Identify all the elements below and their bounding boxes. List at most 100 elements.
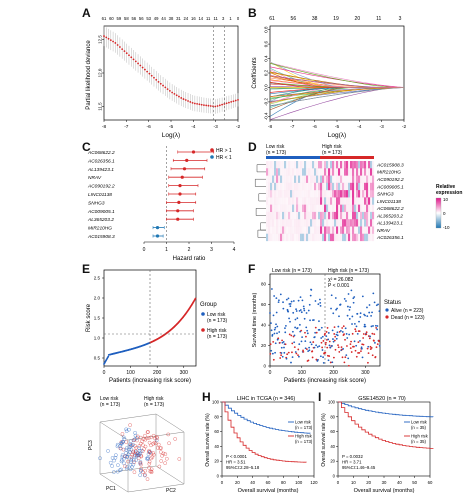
panel-f-patient-point [374,355,377,358]
panel-d-heatmap-cell [306,233,309,242]
panel-f-patient-point [336,307,338,310]
panel-d-heatmap-cell [296,219,299,227]
panel-a-ytick: 11.5 [98,102,103,111]
panel-a-point [125,52,128,55]
panel-e-xtick: 300 [180,370,189,376]
panel-i-legend-low: Low risk [411,420,428,425]
panel-d-heatmap-cell [298,219,301,227]
panel-f-patient-point [346,345,348,347]
panel-d-heatmap-cell [336,190,339,198]
panel-f-patient-point [350,351,353,353]
panel-d-heatmap-cell [352,233,355,242]
panel-h-ytick: 60 [214,429,219,434]
panel-d-heatmap-cell [346,226,349,234]
panel-f-patient-point [279,293,282,296]
panel-f-patient-point [303,317,306,320]
panel-d-heatmap-cell [316,190,319,198]
panel-d-heatmap-cell [276,182,279,191]
panel-d-heatmap-cell [370,190,373,198]
panel-label-g: G [82,390,92,404]
panel-d-heatmap-cell [306,168,309,176]
panel-f-patient-point [314,300,317,302]
panel-d-heatmap-cell [352,175,355,183]
panel-f-patient-point [297,299,300,302]
panel-d-heatmap-cell [312,226,315,234]
panel-c-hr-point [182,167,187,171]
panel-h-low-risk-curve [222,401,311,434]
panel-f-patient-point [366,306,368,309]
panel-g-sample-point [129,443,133,447]
panel-h-high-risk-curve [222,401,307,463]
panel-c-gene-label: MIR210HG [88,226,112,232]
panel-d-heatmap-cell [312,197,315,205]
panel-d-heatmap-cell [318,197,321,205]
panel-a-ytick: 12.5 [98,35,103,44]
panel-d-heatmap-cell [314,226,317,234]
panel-f-patient-point [338,351,341,353]
panel-d-heatmap-cell [336,219,339,227]
panel-d-heatmap-cell [328,197,331,205]
panel-f-patient-point [274,351,276,354]
panel-d-heatmap-cell [290,168,293,176]
panel-d-heatmap-cell [274,226,277,234]
panel-d-heatmap-cell [266,204,269,213]
panel-f-patient-point [285,298,288,301]
panel-e-ylabel: Risk score [86,303,92,332]
panel-d-heatmap-cell [310,211,313,220]
panel-f-patient-point [320,341,323,344]
panel-d-heatmap-cell [338,211,341,220]
panel-d-heatmap-cell [338,197,341,205]
panel-d-heatmap-cell [356,211,359,220]
panel-f-patient-point [312,319,315,321]
panel-g-sample-point [119,459,124,464]
panel-c-legend-down-icon [210,155,214,159]
panel-b-coef-path [269,87,405,97]
panel-d-heatmap-cell [342,161,345,169]
panel-f-xlabel: Patients (increasing risk score) [284,378,366,384]
panel-d-high-group-n: (n = 173) [322,150,342,156]
panel-a-point [221,103,224,106]
panel-d-heatmap-cell [366,190,369,198]
panel-f-patient-point [363,323,366,326]
panel-f-patient-point [303,307,305,310]
panel-d-heatmap-cell [362,197,365,205]
panel-e-legend-high-n: (n = 173) [207,334,227,340]
panel-f-patient-point [352,297,355,300]
panel-d-heatmap-cell [288,175,291,183]
panel-d-heatmap-cell [270,161,273,169]
panel-d-heatmap-cell [362,204,365,213]
panel-f-low-group-label: Low risk (n = 173) [272,268,312,274]
panel-a-top-tick: 31 [176,16,181,21]
panel-d-heatmap-cell [344,204,347,213]
panel-f-patient-point [367,361,369,364]
panel-f-patient-point [301,299,304,302]
panel-e-xlabel: Patients (increasing risk score) [109,378,191,384]
panel-b-top-tick: 19 [333,16,339,22]
panel-b-ytick: 0.2 [264,69,269,76]
panel-d-heatmap-cell [358,197,361,205]
panel-d-heatmap-cell [356,204,359,213]
panel-d-heatmap-cell [338,182,341,191]
panel-g-sample-point [156,442,161,447]
panel-f-patient-point [354,328,357,331]
panel-d-heatmap-cell [280,161,283,169]
panel-d-heatmap-cell [286,226,289,234]
panel-f-patient-point [300,311,303,314]
panel-d-heatmap-cell [278,175,281,183]
panel-d-heatmap-cell [336,175,339,183]
panel-f-patient-point [345,354,348,357]
panel-d-heatmap-cell [312,175,315,183]
panel-d-heatmap-cell [308,219,311,227]
panel-a-point [159,82,162,85]
panel-d-heatmap-cell [268,190,271,198]
panel-d-heatmap-cell [348,175,351,183]
panel-d-heatmap-cell [362,175,365,183]
panel-f-patient-point [293,334,296,337]
panel-d-heatmap-cell [332,204,335,213]
panel-g-sample-point [131,442,135,447]
panel-f-patient-point [321,335,324,338]
panel-d-heatmap-cell [298,161,301,169]
panel-f-patient-point [325,335,328,338]
panel-f-legend-title: Status [384,300,401,306]
panel-b-coef-path [269,87,405,106]
